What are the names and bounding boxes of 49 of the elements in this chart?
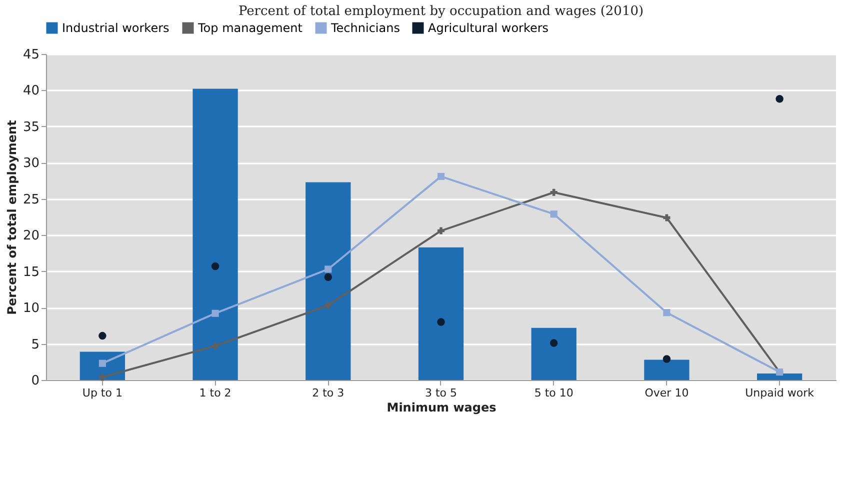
point bbox=[98, 332, 106, 340]
point bbox=[324, 273, 332, 281]
point bbox=[550, 210, 558, 218]
x-tick-label: Over 10 bbox=[644, 386, 689, 400]
point bbox=[212, 310, 219, 317]
bar bbox=[644, 360, 690, 380]
point bbox=[550, 188, 558, 196]
x-tick-label: Up to 1 bbox=[82, 386, 122, 400]
y-tick-label: 25 bbox=[22, 192, 40, 208]
x-tick-label: 3 to 5 bbox=[424, 386, 458, 400]
bar bbox=[192, 88, 238, 380]
legend-label: Industrial workers bbox=[62, 21, 170, 35]
y-tick-label: 45 bbox=[22, 48, 40, 62]
legend-label: Agricultural workers bbox=[428, 21, 549, 35]
point bbox=[662, 355, 671, 363]
y-tick-label: 30 bbox=[22, 156, 40, 172]
point bbox=[663, 214, 670, 222]
y-tick-label: 40 bbox=[22, 84, 40, 99]
point bbox=[550, 339, 558, 347]
bar bbox=[418, 247, 464, 380]
legend-label: Top management bbox=[197, 21, 303, 35]
point bbox=[211, 262, 220, 270]
point bbox=[776, 95, 784, 103]
legend-label: Technicians bbox=[330, 21, 400, 35]
point bbox=[324, 266, 332, 273]
y-tick-label: 15 bbox=[22, 264, 40, 280]
y-tick-label: 10 bbox=[22, 301, 40, 316]
point bbox=[98, 374, 106, 381]
x-tick-label: Unpaid work bbox=[745, 386, 815, 400]
point bbox=[437, 227, 445, 234]
point bbox=[437, 172, 445, 180]
point bbox=[437, 318, 445, 326]
bar bbox=[306, 182, 351, 380]
x-tick-label: 5 to 10 bbox=[534, 386, 574, 400]
x-tick-label: 1 to 2 bbox=[199, 386, 232, 400]
point bbox=[324, 302, 332, 309]
y-tick-label: 5 bbox=[31, 337, 40, 352]
y-tick-label: 35 bbox=[22, 120, 40, 135]
x-axis-title: Minimum wages bbox=[386, 400, 496, 414]
y-tick-label: 0 bbox=[31, 374, 40, 388]
point bbox=[212, 342, 219, 350]
y-axis-title: Percent of total employment bbox=[4, 120, 19, 315]
point bbox=[663, 309, 670, 316]
bar bbox=[531, 328, 576, 380]
bar bbox=[757, 373, 802, 380]
chart-title: Percent of total employment by occupation and wages (2010) bbox=[238, 4, 644, 19]
point bbox=[98, 360, 106, 367]
x-tick-label: 2 to 3 bbox=[312, 386, 344, 400]
y-tick-label: 20 bbox=[22, 228, 40, 244]
